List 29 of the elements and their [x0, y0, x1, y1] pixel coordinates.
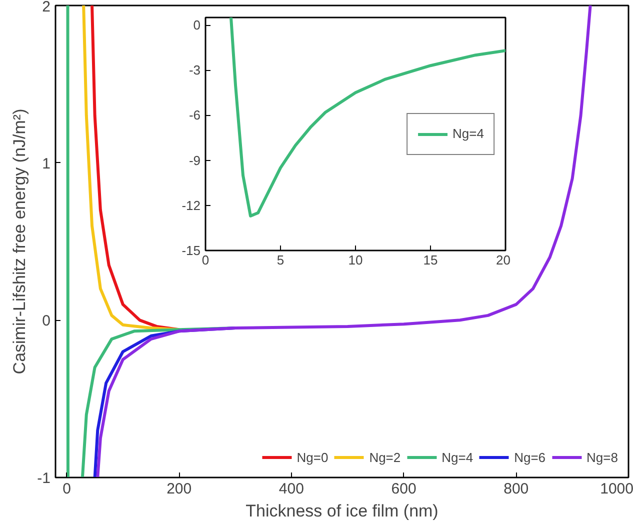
- y-tick-label: -15: [182, 243, 201, 258]
- y-tick-label: 0: [193, 18, 201, 33]
- x-axis-title: Thickness of ice film (nm): [246, 502, 438, 520]
- y-tick-label: -9: [188, 152, 201, 168]
- x-tick-label: 20: [496, 252, 511, 268]
- x-tick-label: 1000: [600, 480, 633, 498]
- y-tick-label: 0: [42, 312, 50, 330]
- y-axis-title: Casimir-Lifshitz free energy (nJ/m²): [10, 108, 30, 374]
- x-tick-label: 600: [391, 480, 416, 498]
- x-tick-label: 200: [166, 480, 192, 498]
- x-tick-label: 10: [348, 252, 363, 268]
- legend-label: Ng=4: [452, 126, 484, 141]
- legend-label: Ng=6: [514, 450, 546, 464]
- y-tick-label: -3: [188, 62, 201, 78]
- x-tick-label: 0: [62, 480, 71, 498]
- legend-label: Ng=4: [442, 450, 474, 464]
- x-tick-label: 800: [504, 480, 529, 498]
- y-tick-label: -6: [188, 108, 201, 123]
- x-tick-label: 400: [278, 480, 304, 498]
- legend-label: Ng=2: [369, 450, 401, 464]
- y-tick-label: 2: [42, 0, 50, 16]
- x-tick-label: 15: [423, 252, 438, 268]
- y-tick-label: -12: [182, 198, 201, 213]
- x-tick-label: 5: [276, 252, 284, 268]
- legend-label: Ng=0: [296, 450, 328, 464]
- line-series: [230, 18, 506, 218]
- y-tick-label: 1: [42, 155, 50, 172]
- y-tick-label: -1: [37, 470, 51, 487]
- legend-label: Ng=8: [586, 450, 618, 464]
